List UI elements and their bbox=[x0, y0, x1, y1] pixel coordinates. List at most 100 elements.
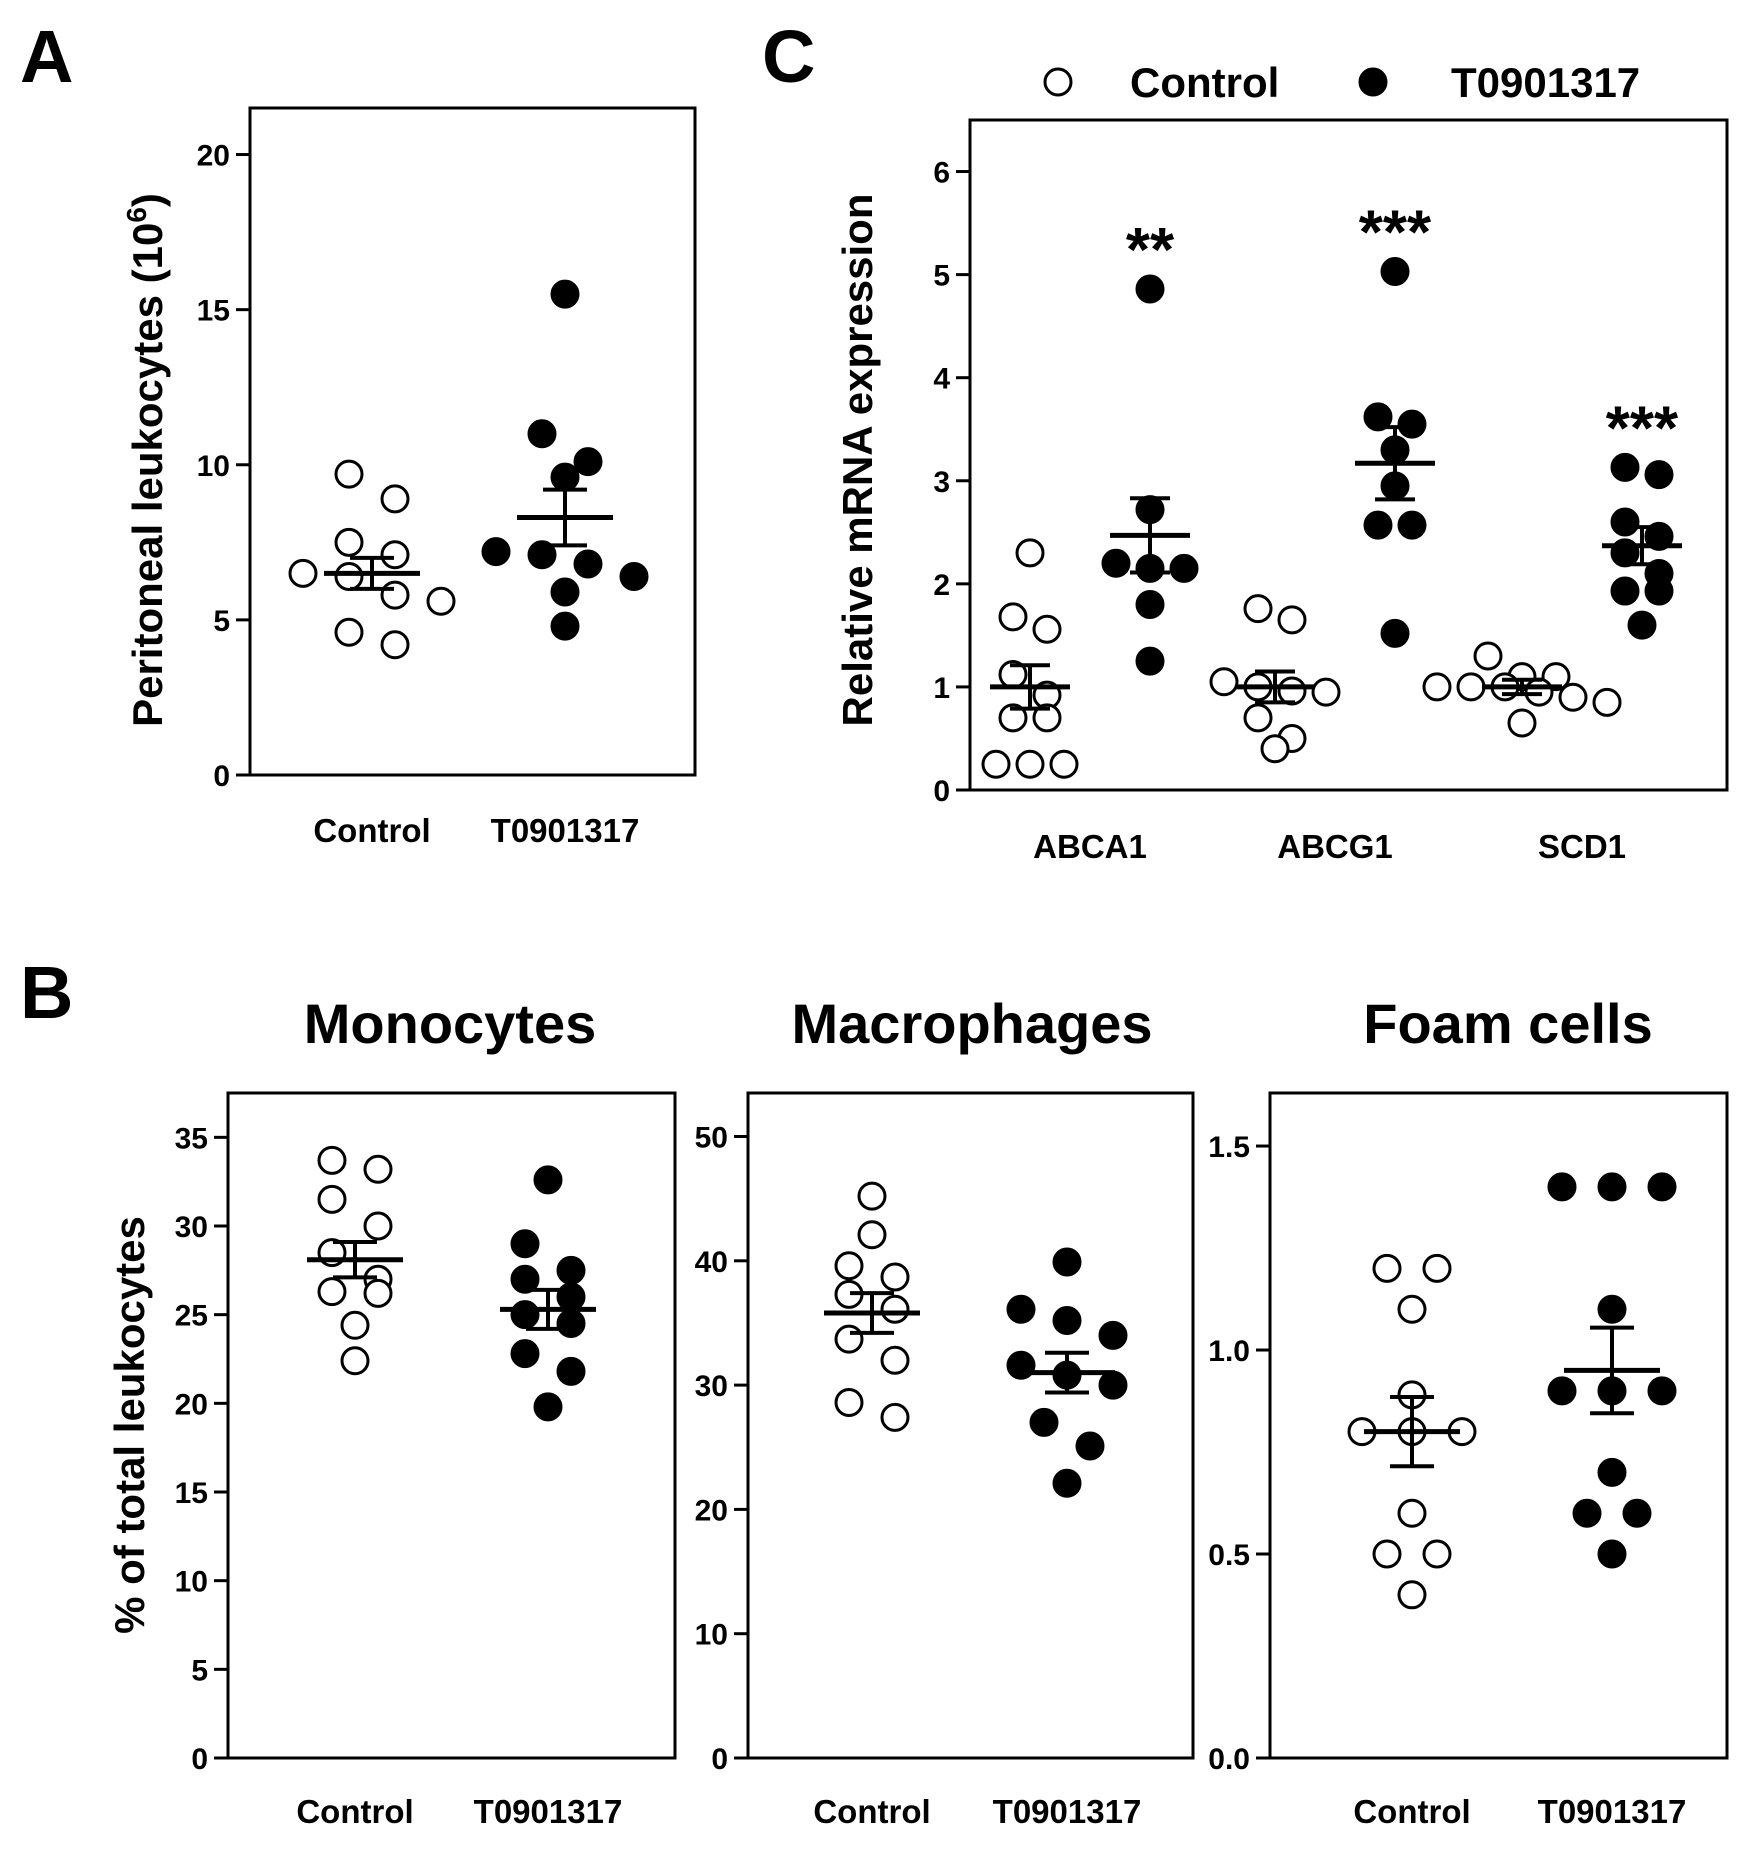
panel-letter-b: B bbox=[20, 951, 73, 1034]
control-point bbox=[426, 586, 456, 616]
title-macrophages: Macrophages bbox=[792, 992, 1153, 1055]
control-point bbox=[380, 580, 410, 610]
treated-point bbox=[510, 1300, 540, 1330]
y-tick-label: 0.0 bbox=[1208, 1743, 1250, 1776]
control-point bbox=[857, 1220, 887, 1250]
legend-treated-marker bbox=[1358, 67, 1388, 97]
treated-point bbox=[1363, 510, 1393, 540]
treated-point bbox=[1647, 1376, 1677, 1406]
y-tick-label: 0 bbox=[213, 760, 230, 793]
significance-marker: *** bbox=[1606, 394, 1679, 463]
treated-point bbox=[573, 549, 603, 579]
control-point bbox=[288, 558, 318, 588]
legend-control-marker bbox=[1043, 67, 1073, 97]
control-point bbox=[334, 527, 364, 557]
treated-point bbox=[1135, 589, 1165, 619]
control-point bbox=[1277, 676, 1307, 706]
control-point bbox=[380, 540, 410, 570]
treated-point bbox=[1380, 257, 1410, 287]
treated-point bbox=[1572, 1498, 1602, 1528]
treated-point bbox=[1397, 510, 1427, 540]
control-point bbox=[363, 1154, 393, 1184]
control-point bbox=[1372, 1253, 1402, 1283]
significance-marker: *** bbox=[1359, 199, 1432, 268]
control-point bbox=[857, 1181, 887, 1211]
y-tick-label: 3 bbox=[933, 466, 950, 499]
y-tick-label: 2 bbox=[933, 569, 950, 602]
treated-point bbox=[1597, 1294, 1627, 1324]
control-point bbox=[340, 1346, 370, 1376]
treated-point bbox=[1075, 1431, 1105, 1461]
control-point bbox=[1558, 682, 1588, 712]
control-point bbox=[1243, 703, 1273, 733]
control-point bbox=[1032, 703, 1062, 733]
treated-point bbox=[1644, 576, 1674, 606]
y-tick-label: 20 bbox=[197, 140, 230, 173]
ylabel-panel-b: % of total leukocytes bbox=[106, 1216, 153, 1634]
treated-point bbox=[1644, 521, 1674, 551]
control-point bbox=[340, 1310, 370, 1340]
y-tick-label: 1.5 bbox=[1208, 1131, 1250, 1164]
control-point bbox=[334, 617, 364, 647]
panel-b-foam-cells: 0.0 0.5 1.0 1.5 Control T0901317 bbox=[1208, 1091, 1729, 1830]
plot-frame bbox=[968, 118, 1729, 792]
x-category-label: Control bbox=[813, 1793, 930, 1830]
y-tick-label: 5 bbox=[213, 605, 230, 638]
control-point bbox=[880, 1262, 910, 1292]
treated-point bbox=[1627, 610, 1657, 640]
treated-point bbox=[1006, 1294, 1036, 1324]
treated-point bbox=[1622, 1498, 1652, 1528]
treated-point bbox=[619, 561, 649, 591]
panel-a-peritoneal-leukocytes: 0 5 10 15 20 Control T0901317 bbox=[197, 106, 697, 849]
control-point bbox=[1473, 641, 1503, 671]
title-monocytes: Monocytes bbox=[304, 992, 597, 1055]
x-category-label: T0901317 bbox=[491, 812, 640, 849]
y-tick-label: 5 bbox=[191, 1654, 208, 1687]
treated-point bbox=[1052, 1247, 1082, 1277]
treated-point bbox=[1597, 1172, 1627, 1202]
y-tick-label: 0 bbox=[191, 1743, 208, 1776]
treated-point bbox=[1052, 1305, 1082, 1335]
treated-point bbox=[510, 1229, 540, 1259]
ylabel-panel-c: Relative mRNA expression bbox=[834, 194, 881, 727]
treated-point bbox=[527, 419, 557, 449]
y-tick-label: 30 bbox=[175, 1211, 208, 1244]
control-point bbox=[1507, 708, 1537, 738]
treated-point bbox=[481, 537, 511, 567]
x-category-label: Control bbox=[296, 1793, 413, 1830]
treated-point bbox=[1135, 646, 1165, 676]
panel-c-mrna-expression: 0 1 2 3 4 5 6 ABCA1 ** ABCG1 *** SCD1 *** bbox=[933, 118, 1729, 865]
control-point bbox=[834, 1388, 864, 1418]
control-point bbox=[1397, 1294, 1427, 1324]
treated-point bbox=[1547, 1376, 1577, 1406]
control-point bbox=[1049, 749, 1079, 779]
y-tick-label: 15 bbox=[175, 1477, 208, 1510]
treated-point bbox=[550, 611, 580, 641]
control-point bbox=[317, 1184, 347, 1214]
panel-b-macrophages: 0 10 20 30 40 50 Control T0901317 bbox=[695, 1091, 1195, 1830]
treated-point bbox=[533, 1392, 563, 1422]
control-point bbox=[880, 1402, 910, 1432]
panel-b-monocytes: 0 5 10 15 20 25 30 35 Control T0901317 bbox=[175, 1091, 677, 1830]
y-tick-label: 10 bbox=[175, 1566, 208, 1599]
y-tick-label: 1.0 bbox=[1208, 1335, 1250, 1368]
treated-point bbox=[1597, 1539, 1627, 1569]
y-tick-label: 0 bbox=[933, 775, 950, 808]
control-point bbox=[1422, 1253, 1452, 1283]
treated-point bbox=[1397, 409, 1427, 439]
y-tick-label: 50 bbox=[695, 1122, 728, 1155]
treated-point bbox=[573, 447, 603, 477]
treated-point bbox=[1098, 1320, 1128, 1350]
panel-letter-a: A bbox=[20, 15, 73, 98]
control-point bbox=[317, 1277, 347, 1307]
y-tick-label: 4 bbox=[933, 363, 950, 396]
panel-letter-c: C bbox=[762, 15, 815, 98]
y-tick-label: 10 bbox=[695, 1619, 728, 1652]
control-point bbox=[1372, 1539, 1402, 1569]
treated-point bbox=[1610, 452, 1640, 482]
treated-point bbox=[1644, 460, 1674, 490]
treated-point bbox=[556, 1356, 586, 1386]
control-point bbox=[380, 484, 410, 514]
control-point bbox=[1397, 1580, 1427, 1610]
